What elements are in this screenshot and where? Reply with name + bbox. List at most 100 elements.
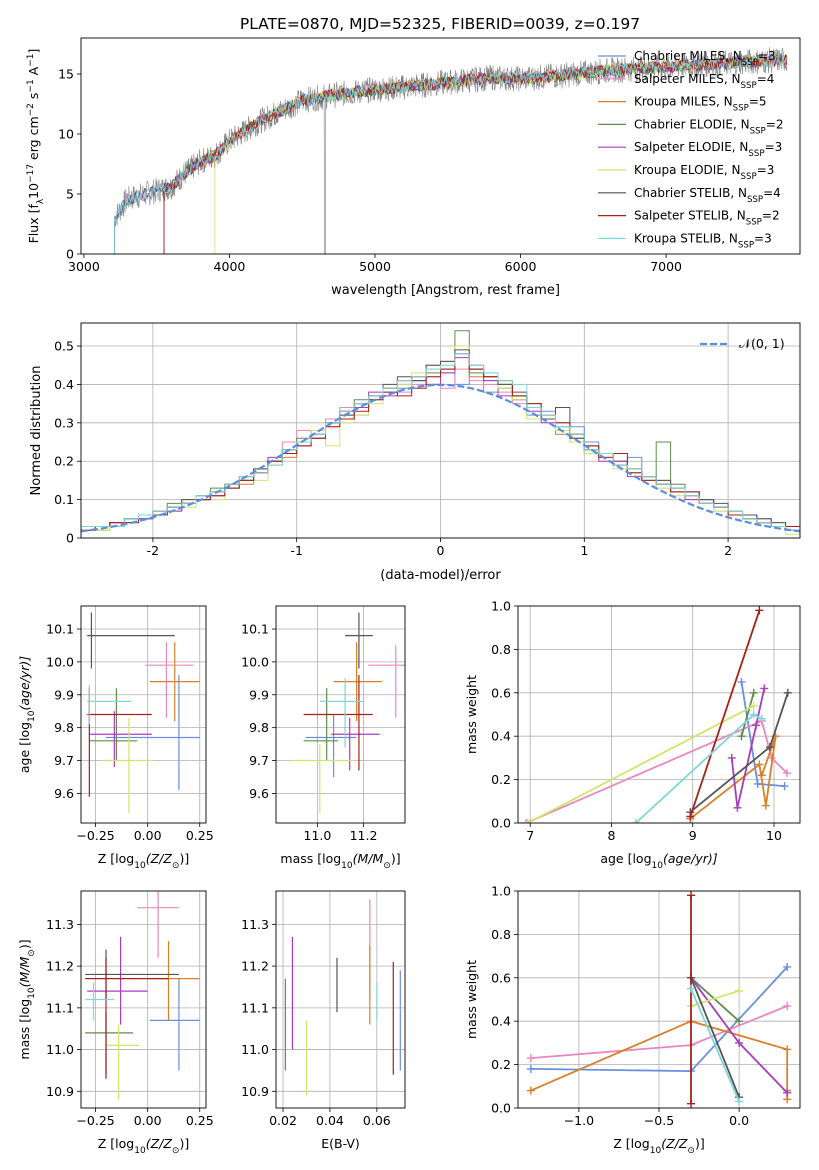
y-axis-label-part: erg cm: [26, 116, 41, 164]
axes-frame: [275, 605, 406, 824]
legend-entry: Salpeter MILES, NSSP=4: [634, 72, 774, 91]
normal-distribution-curve: [81, 383, 800, 533]
y-tick-label: 11.3: [241, 917, 269, 932]
weight-line: [690, 988, 740, 1102]
x-axis-label: Z [log: [98, 851, 134, 866]
weight-lines: [522, 606, 792, 823]
weight-line: [690, 977, 740, 1098]
axes-frame: [80, 605, 207, 824]
legend-entry: Kroupa ELODIE, NSSP=3: [634, 163, 774, 182]
y-axis-label: age [log: [17, 722, 32, 773]
y-axis-label-sub: ⊙: [27, 949, 37, 957]
weight-marker: [735, 1038, 744, 1047]
y-tick-label: 0.1: [54, 492, 74, 507]
y-tick-label: 10.0: [46, 654, 74, 669]
weight-line: [689, 610, 761, 817]
weight-marker: [737, 677, 746, 686]
legend-label: Kroupa ELODIE, N: [634, 163, 741, 177]
legend-label-sub: SSP: [750, 126, 766, 136]
legend-label-end: =2: [762, 209, 780, 223]
weight-marker: [733, 803, 742, 812]
x-axis-label: age [log: [600, 851, 651, 866]
y-tick-label: 11.1: [46, 1000, 74, 1015]
legend-label-end: =3: [754, 231, 772, 245]
weight-marker: [749, 688, 758, 697]
legend-label: Chabrier MILES, N: [634, 49, 742, 63]
legend-entry: Chabrier MILES, NSSP=3: [634, 49, 776, 68]
y-axis-label-exp: −1: [26, 54, 36, 67]
legend-label-sub: SSP: [741, 172, 757, 182]
weight-marker: [783, 962, 792, 971]
x-axis-label-part: )]: [695, 1136, 705, 1151]
legend-label: 𝒩(0, 1): [739, 336, 785, 351]
weight-marker: [522, 819, 531, 823]
weight-marker: [783, 688, 792, 697]
y-tick-label: 9.8: [54, 720, 74, 735]
legend-label-sub: SSP: [741, 81, 757, 91]
weight-marker: [735, 1017, 744, 1026]
legend-label-end: =5: [749, 95, 767, 109]
y-tick-label: 11.2: [46, 959, 74, 974]
model-spectrum-line: [163, 54, 788, 254]
y-tick-label: 0.4: [54, 377, 74, 392]
y-tick-label: 11.0: [241, 1042, 269, 1057]
y-tick-label: 15: [58, 67, 74, 82]
weight-marker: [782, 769, 791, 778]
x-tick-label: −0.5: [644, 1113, 674, 1128]
y-axis-label-part: (M/M: [17, 957, 32, 988]
y-axis-label-exp: −2: [26, 103, 36, 116]
y-axis-label-part: 10: [26, 183, 41, 199]
x-tick-label: 0.06: [363, 1113, 391, 1128]
model-spectrum-line: [114, 54, 787, 254]
y-tick-label: 0.3: [54, 415, 74, 430]
weight-marker: [749, 701, 758, 710]
y-axis-label-part: )]: [17, 939, 32, 949]
residual-panel: -2 -1 0 1 2 0 0.1 0.2 0.3 0.4 0.5 𝒩(0, 1) (data-mode…: [29, 322, 801, 583]
weight-marker: [526, 1064, 535, 1073]
x-axis-label-part: (age/yr)]: [663, 851, 718, 866]
y-axis-label-part: s: [26, 93, 41, 104]
y-axis-label: Flux [f: [26, 204, 41, 244]
figure-title: PLATE=0870, MJD=52325, FIBERID=0039, z=0…: [240, 15, 640, 33]
x-axis-label-sub: ⊙: [687, 1146, 695, 1156]
errorbars: [284, 899, 401, 1096]
axes-frame: [80, 890, 207, 1109]
weight-marker: [687, 1099, 696, 1108]
legend-label: Chabrier ELODIE, N: [634, 117, 750, 131]
legend-label-end: =3: [765, 140, 783, 154]
y-tick-label: 9.8: [249, 720, 269, 735]
x-tick-label: 4000: [214, 259, 246, 274]
y-tick-label: 10: [58, 127, 74, 142]
weight-marker: [765, 743, 774, 752]
y-tick-label: 10.9: [46, 1084, 74, 1099]
x-axis-label-sub: 10: [134, 861, 146, 871]
legend-label-end: =4: [763, 186, 781, 200]
weight-marker: [761, 801, 770, 810]
errorbars: [292, 612, 405, 814]
legend-label-end: =3: [758, 49, 776, 63]
weight-marker: [753, 779, 762, 788]
weight-line: [525, 719, 788, 823]
x-axis-title: mass [log10(M/M⊙)]: [280, 851, 400, 871]
weight-marker: [749, 710, 758, 719]
legend-entry: Kroupa STELIB, NSSP=3: [634, 231, 772, 250]
x-axis-label: wavelength [Angstrom, rest frame]: [331, 283, 560, 298]
x-axis-title: Z [log10(Z/Z⊙)]: [98, 851, 189, 871]
y-tick-label: 0.5: [54, 339, 74, 354]
x-tick-label: 0.04: [316, 1113, 344, 1128]
x-axis-label-sub: 10: [134, 1146, 146, 1156]
x-tick-label: 3000: [68, 259, 100, 274]
legend-entry: Kroupa MILES, NSSP=5: [634, 95, 767, 114]
spectrum-lines: [114, 47, 788, 254]
x-tick-label: −0.25: [76, 828, 114, 843]
legend-label: Chabrier STELIB, N: [634, 186, 747, 200]
x-tick-label: 0.02: [269, 1113, 297, 1128]
x-axis-label-sub: ⊙: [172, 1146, 180, 1156]
x-tick-label: 0: [437, 543, 445, 558]
x-axis-label-part: )]: [391, 851, 401, 866]
legend-label: Salpeter MILES, N: [634, 72, 741, 86]
x-axis-label: Z [log: [98, 1136, 134, 1151]
y-tick-label: 1.0: [491, 884, 511, 899]
y-tick-label: 0: [66, 247, 74, 262]
